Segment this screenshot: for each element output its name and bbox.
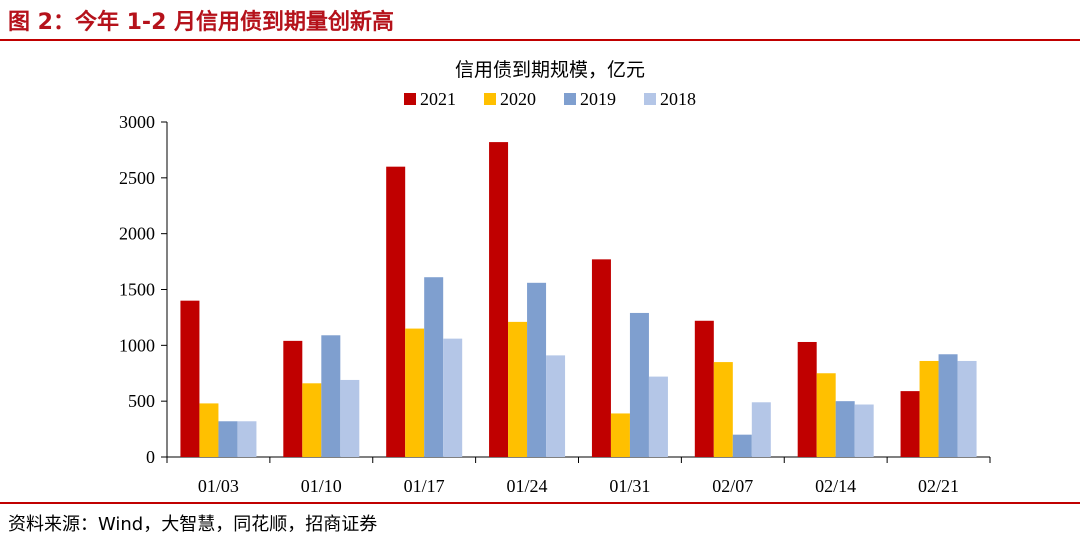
- bar-2018-02-14: [854, 404, 874, 457]
- bars: [180, 142, 977, 457]
- legend: 2021 2020 2019 2018: [404, 89, 696, 109]
- bar-2021-02-21: [900, 391, 920, 457]
- legend-label-2019: 2019: [580, 89, 616, 109]
- y-axis: 0 500 1000 1500 2000 2500 3000: [119, 112, 168, 467]
- bar-2018-01-03: [237, 421, 257, 457]
- figure-caption: 图 2：今年 1-2 月信用债到期量创新高: [8, 10, 395, 35]
- bar-2018-02-21: [957, 360, 977, 457]
- x-tick-label: 02/21: [918, 476, 959, 496]
- bar-2021-01-17: [386, 166, 406, 457]
- bar-2021-02-14: [797, 341, 817, 457]
- bar-2020-02-07: [713, 362, 733, 457]
- bar-2019-01-31: [629, 312, 649, 457]
- bar-2019-02-07: [732, 434, 752, 457]
- bar-2019-01-03: [218, 421, 238, 457]
- bar-2018-01-24: [546, 355, 566, 457]
- legend-swatch-2018: [644, 93, 656, 105]
- source-note: 资料来源：Wind，大智慧，同花顺，招商证券: [8, 514, 378, 535]
- y-tick-label: 0: [146, 447, 155, 467]
- figure-header: 图 2：今年 1-2 月信用债到期量创新高: [0, 0, 1080, 44]
- bar-2019-02-14: [835, 401, 855, 457]
- y-tick-label: 3000: [119, 112, 155, 132]
- bar-2020-01-10: [302, 383, 322, 457]
- y-tick-label: 2500: [119, 168, 155, 188]
- legend-label-2021: 2021: [420, 89, 456, 109]
- bar-2018-01-31: [648, 376, 668, 457]
- bar-2021-01-03: [180, 300, 200, 457]
- bar-2019-01-24: [527, 282, 547, 457]
- bar-2021-02-07: [694, 320, 714, 457]
- bar-2018-01-10: [340, 379, 360, 457]
- legend-swatch-2021: [404, 93, 416, 105]
- x-tick-label: 02/07: [712, 476, 753, 496]
- x-tick-label: 01/24: [507, 476, 548, 496]
- bar-2020-01-03: [199, 403, 219, 457]
- x-tick-label: 01/31: [609, 476, 650, 496]
- bar-2018-02-07: [751, 402, 771, 457]
- bar-2021-01-24: [489, 142, 509, 457]
- y-tick-label: 2000: [119, 224, 155, 244]
- bar-chart: 信用债到期规模，亿元 2021 2020 2019 2018 0 500 1000 1500…: [119, 59, 991, 496]
- bar-2019-01-17: [424, 277, 444, 457]
- x-tick-label: 01/10: [301, 476, 342, 496]
- bar-2019-01-10: [321, 335, 341, 457]
- y-tick-label: 1000: [119, 335, 155, 355]
- legend-label-2020: 2020: [500, 89, 536, 109]
- legend-label-2018: 2018: [660, 89, 696, 109]
- bar-2021-01-10: [283, 340, 303, 457]
- x-axis: 01/03 01/10 01/17 01/24 01/31 02/07 02/14 02/21: [166, 456, 991, 496]
- bar-2020-02-14: [816, 373, 836, 457]
- bar-2019-02-21: [938, 354, 958, 457]
- bar-2020-02-21: [919, 360, 939, 457]
- legend-swatch-2020: [484, 93, 496, 105]
- legend-swatch-2019: [564, 93, 576, 105]
- chart-title: 信用债到期规模，亿元: [455, 59, 645, 81]
- x-tick-label: 01/03: [198, 476, 239, 496]
- y-tick-label: 500: [128, 391, 155, 411]
- top-rule: [0, 39, 1080, 41]
- y-tick-label: 1500: [119, 280, 155, 300]
- bar-2021-01-31: [591, 259, 611, 457]
- x-tick-label: 02/14: [815, 476, 856, 496]
- bar-2018-01-17: [443, 338, 463, 457]
- bar-2020-01-31: [610, 413, 630, 457]
- bar-2020-01-24: [508, 321, 528, 457]
- bar-2020-01-17: [405, 328, 425, 457]
- x-tick-label: 01/17: [404, 476, 445, 496]
- bottom-rule: [0, 502, 1080, 504]
